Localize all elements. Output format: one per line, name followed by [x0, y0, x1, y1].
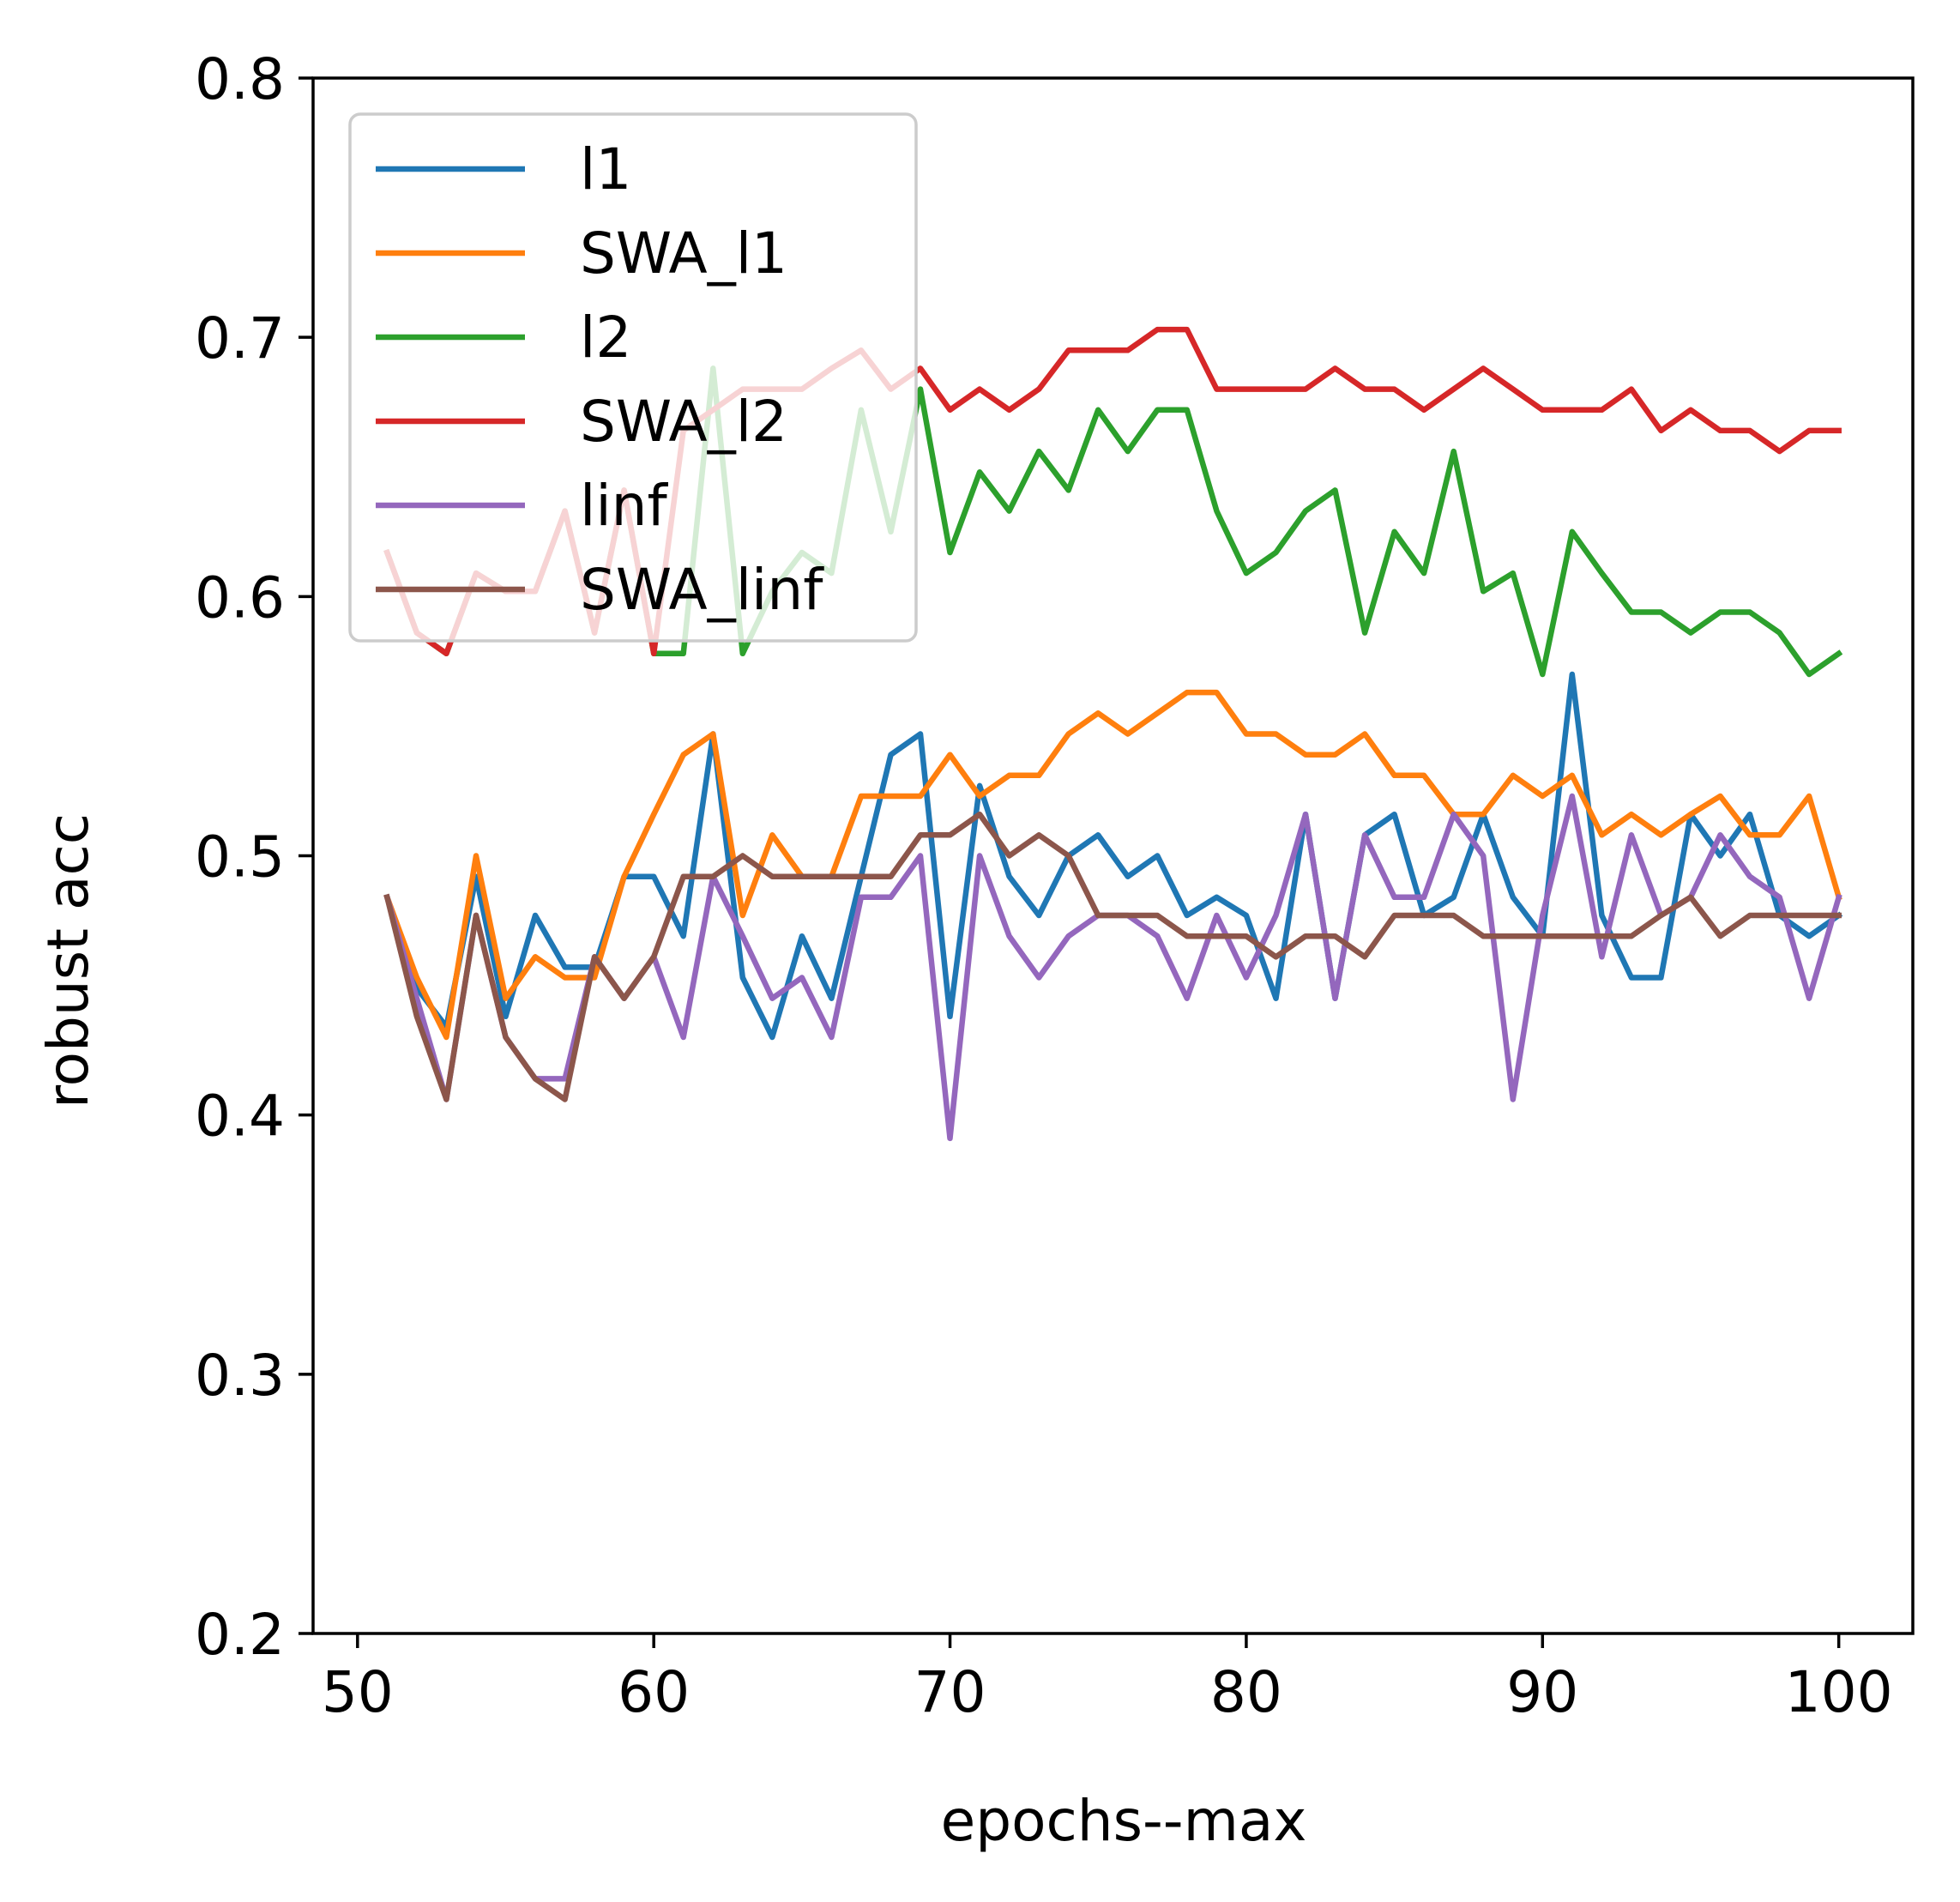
- x-tick-label: 50: [322, 1659, 394, 1725]
- legend-label-l1: l1: [580, 136, 631, 202]
- legend-label-linf: linf: [580, 473, 669, 539]
- x-tick-label: 90: [1506, 1659, 1578, 1725]
- series-line-l1: [383, 671, 1843, 1041]
- y-axis-label: robust acc: [35, 813, 101, 1108]
- x-tick-label: 100: [1785, 1659, 1893, 1725]
- legend-label-l2: l2: [580, 305, 631, 371]
- series-line-swa-l1: [383, 689, 1842, 1041]
- x-tick-label: 60: [618, 1659, 690, 1725]
- legend-box: [348, 112, 918, 643]
- legend-label-swa-linf: SWA_linf: [580, 557, 824, 623]
- x-tick-label: 70: [914, 1659, 986, 1725]
- y-tick-label: 0.4: [195, 1084, 285, 1150]
- series-line-swa-linf: [383, 811, 1842, 1102]
- y-tick-label: 0.7: [195, 305, 285, 371]
- y-axis-ticks: 0.2 0.3 0.4 0.5 0.6 0.7 0.8: [195, 46, 313, 1668]
- y-tick-label: 0.5: [195, 824, 285, 891]
- y-tick-label: 0.8: [195, 46, 285, 112]
- x-axis-label: epochs--max: [941, 1788, 1307, 1854]
- y-tick-label: 0.6: [195, 565, 285, 631]
- x-axis-ticks: 50 60 70 80 90 100: [322, 1633, 1893, 1725]
- legend-label-swa-l1: SWA_l1: [580, 220, 787, 287]
- legend-label-swa-l2: SWA_l2: [580, 389, 787, 455]
- y-tick-label: 0.2: [195, 1602, 285, 1668]
- y-tick-label: 0.3: [195, 1343, 285, 1409]
- x-tick-label: 80: [1210, 1659, 1282, 1725]
